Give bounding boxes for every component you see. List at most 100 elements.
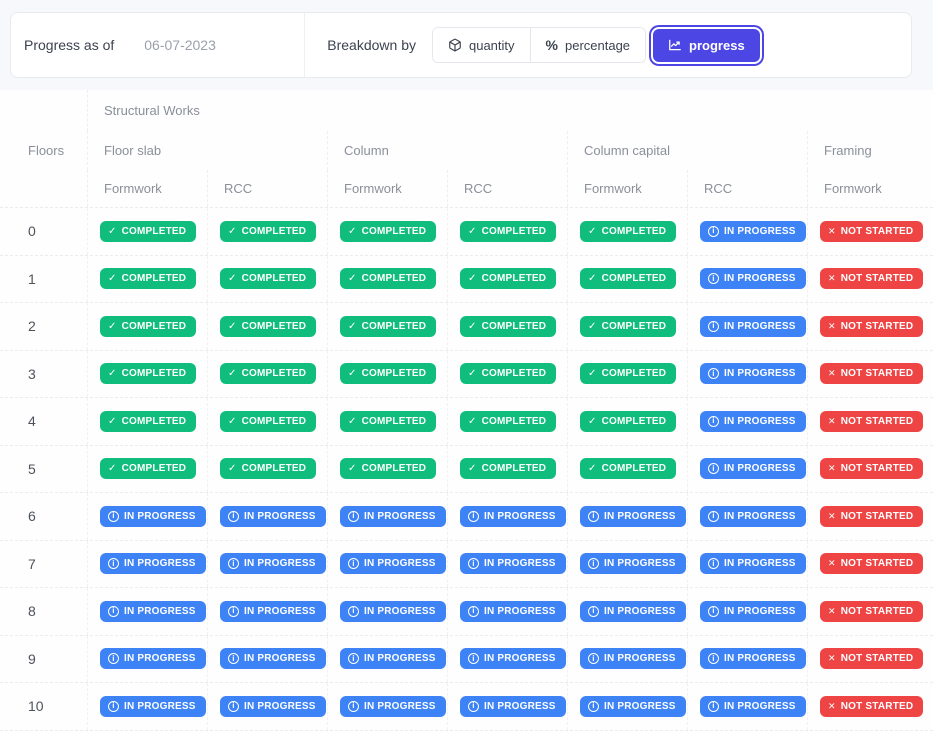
status-label: COMPLETED xyxy=(601,225,667,237)
status-cell: ✓ COMPLETED xyxy=(448,208,568,255)
check-icon: ✓ xyxy=(228,320,237,332)
info-icon: i xyxy=(708,273,719,285)
x-icon: ✕ xyxy=(828,320,836,331)
info-icon: i xyxy=(348,700,359,712)
col-header-column-capital: Column capital xyxy=(568,131,808,170)
status-badge-not_started: ✕ NOT STARTED xyxy=(820,458,924,480)
info-icon: i xyxy=(108,510,119,522)
status-badge-completed: ✓ COMPLETED xyxy=(220,315,317,337)
status-badge-completed: ✓ COMPLETED xyxy=(460,268,557,290)
status-cell: i IN PROGRESS xyxy=(208,683,328,730)
status-badge-not_started: ✕ NOT STARTED xyxy=(820,695,924,717)
status-cell: i IN PROGRESS xyxy=(568,493,688,540)
status-label: IN PROGRESS xyxy=(364,510,436,522)
status-badge-in_progress: i IN PROGRESS xyxy=(340,695,446,717)
status-label: IN PROGRESS xyxy=(244,510,316,522)
status-badge-completed: ✓ COMPLETED xyxy=(220,410,317,432)
status-label: COMPLETED xyxy=(481,368,547,380)
date-input[interactable]: 06-07-2023 xyxy=(144,37,216,53)
info-icon: i xyxy=(708,605,719,617)
info-icon: i xyxy=(588,700,599,712)
check-icon: ✓ xyxy=(348,225,357,237)
status-label: IN PROGRESS xyxy=(724,700,796,712)
status-label: IN PROGRESS xyxy=(124,700,196,712)
status-cell: ✓ COMPLETED xyxy=(568,208,688,255)
percentage-button[interactable]: % percentage xyxy=(529,28,646,62)
status-label: IN PROGRESS xyxy=(364,558,436,570)
status-cell: ✓ COMPLETED xyxy=(328,255,448,302)
status-cell: i IN PROGRESS xyxy=(208,635,328,682)
status-label: IN PROGRESS xyxy=(724,368,796,380)
status-badge-not_started: ✕ NOT STARTED xyxy=(820,410,924,432)
info-icon: i xyxy=(468,653,479,665)
col-header-column: Column xyxy=(328,131,568,170)
status-label: NOT STARTED xyxy=(840,700,914,712)
status-badge-in_progress: i IN PROGRESS xyxy=(340,648,446,670)
check-icon: ✓ xyxy=(228,463,237,475)
status-label: COMPLETED xyxy=(361,368,427,380)
status-label: COMPLETED xyxy=(601,273,667,285)
status-label: IN PROGRESS xyxy=(124,558,196,570)
x-icon: ✕ xyxy=(828,463,836,474)
status-cell: i IN PROGRESS xyxy=(688,350,808,397)
status-label: COMPLETED xyxy=(481,273,547,285)
info-icon: i xyxy=(708,653,719,665)
status-label: COMPLETED xyxy=(241,273,307,285)
check-icon: ✓ xyxy=(228,273,237,285)
info-icon: i xyxy=(468,510,479,522)
status-cell: i IN PROGRESS xyxy=(448,635,568,682)
status-cell: ✓ COMPLETED xyxy=(208,350,328,397)
status-cell: ✓ COMPLETED xyxy=(568,445,688,492)
status-cell: ✕ NOT STARTED xyxy=(808,398,933,445)
status-label: NOT STARTED xyxy=(840,415,914,427)
status-badge-in_progress: i IN PROGRESS xyxy=(580,695,686,717)
status-cell: ✕ NOT STARTED xyxy=(808,588,933,635)
progress-button[interactable]: progress xyxy=(653,28,760,62)
status-label: NOT STARTED xyxy=(840,273,914,285)
status-cell: i IN PROGRESS xyxy=(328,540,448,587)
status-cell: i IN PROGRESS xyxy=(328,635,448,682)
floor-number: 4 xyxy=(0,398,88,445)
status-cell: ✓ COMPLETED xyxy=(568,255,688,302)
status-cell: i IN PROGRESS xyxy=(688,255,808,302)
line-chart-icon xyxy=(668,38,682,52)
info-icon: i xyxy=(468,558,479,570)
subheader-framing-formwork: Formwork xyxy=(824,181,882,196)
table-row: 9 i IN PROGRESS i IN PROGRESS i IN PROGRESS i IN… xyxy=(0,635,933,683)
status-badge-in_progress: i IN PROGRESS xyxy=(100,553,206,575)
status-label: IN PROGRESS xyxy=(724,225,796,237)
status-cell: i IN PROGRESS xyxy=(88,588,208,635)
check-icon: ✓ xyxy=(588,273,597,285)
status-label: IN PROGRESS xyxy=(724,320,796,332)
check-icon: ✓ xyxy=(468,368,477,380)
status-badge-in_progress: i IN PROGRESS xyxy=(580,600,686,622)
status-cell: ✓ COMPLETED xyxy=(328,398,448,445)
info-icon: i xyxy=(468,700,479,712)
status-label: COMPLETED xyxy=(121,320,187,332)
table-row: 5 ✓ COMPLETED ✓ COMPLETED ✓ COMPLETED ✓ COMPLETE… xyxy=(0,445,933,493)
status-cell: i IN PROGRESS xyxy=(88,683,208,730)
status-label: IN PROGRESS xyxy=(244,700,316,712)
subheader-column-capital-formwork: Formwork xyxy=(568,170,688,207)
status-badge-completed: ✓ COMPLETED xyxy=(100,220,197,242)
check-icon: ✓ xyxy=(588,368,597,380)
status-badge-completed: ✓ COMPLETED xyxy=(340,410,437,432)
info-icon: i xyxy=(348,605,359,617)
check-icon: ✓ xyxy=(588,415,597,427)
cube-icon xyxy=(448,38,462,52)
status-cell: ✕ NOT STARTED xyxy=(808,683,933,730)
status-cell: ✓ COMPLETED xyxy=(448,350,568,397)
status-cell: i IN PROGRESS xyxy=(88,540,208,587)
status-label: COMPLETED xyxy=(121,368,187,380)
status-badge-in_progress: i IN PROGRESS xyxy=(100,505,206,527)
status-cell: i IN PROGRESS xyxy=(688,398,808,445)
status-label: NOT STARTED xyxy=(840,510,914,522)
status-cell: ✕ NOT STARTED xyxy=(808,351,933,398)
status-cell: i IN PROGRESS xyxy=(328,588,448,635)
quantity-button[interactable]: quantity xyxy=(432,28,530,62)
status-label: COMPLETED xyxy=(241,415,307,427)
percentage-button-label: percentage xyxy=(564,37,631,53)
status-badge-in_progress: i IN PROGRESS xyxy=(700,648,806,670)
status-cell: ✓ COMPLETED xyxy=(448,255,568,302)
status-cell: i IN PROGRESS xyxy=(568,683,688,730)
